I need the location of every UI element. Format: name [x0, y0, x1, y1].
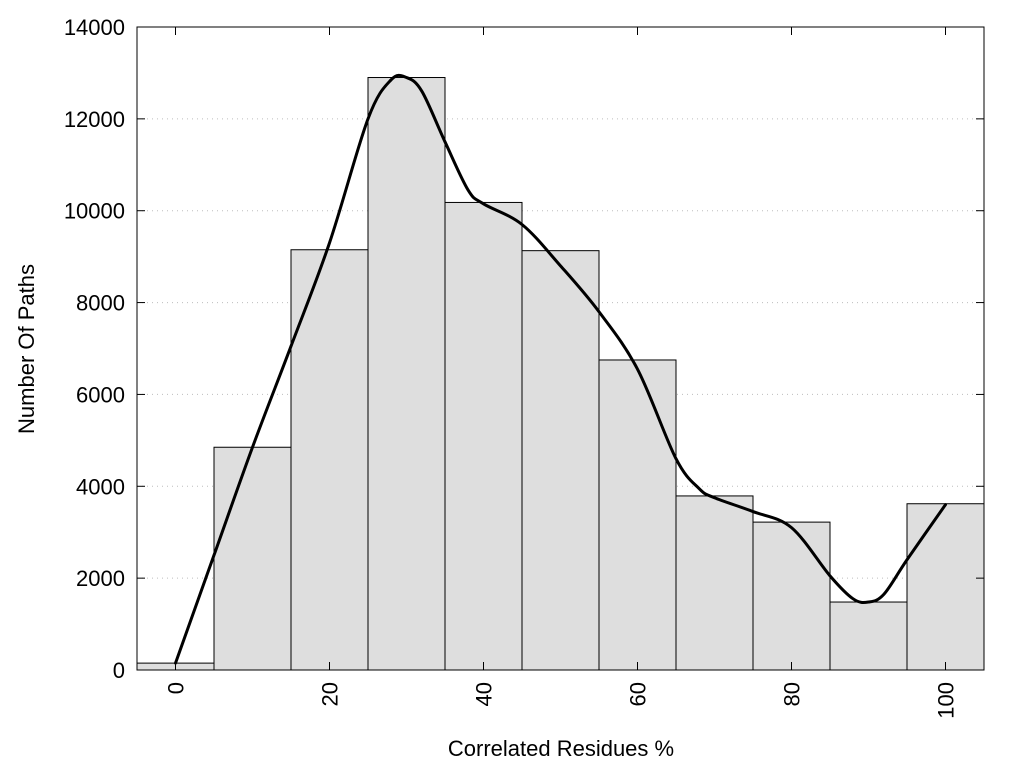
bar-80 — [752, 521, 831, 671]
y-tick-label-8000: 8000 — [76, 291, 125, 316]
bar-40 — [444, 201, 523, 671]
y-tick-label-12000: 12000 — [64, 107, 125, 132]
y-tick-label-0: 0 — [113, 658, 125, 683]
plot-frame — [136, 26, 985, 671]
x-axis-title: Correlated Residues % — [448, 736, 674, 761]
bar-50 — [521, 250, 600, 671]
y-tick-label-6000: 6000 — [76, 382, 125, 407]
grid-lines — [137, 118, 984, 579]
x-tick-label-0: 0 — [164, 682, 189, 694]
y-tick-label-2000: 2000 — [76, 566, 125, 591]
y-axis: 0 2000 4000 6000 8000 10000 12000 14000 — [64, 15, 984, 683]
y-tick-label-14000: 14000 — [64, 15, 125, 40]
x-tick-label-100: 100 — [934, 682, 959, 719]
bar-10 — [213, 446, 292, 671]
bar-20 — [290, 249, 369, 671]
bar-70 — [675, 495, 754, 671]
smooth-curve — [174, 73, 947, 665]
y-tick-label-10000: 10000 — [64, 199, 125, 224]
x-tick-label-80: 80 — [780, 682, 805, 706]
x-axis: 0 20 40 60 80 100 — [164, 27, 959, 719]
x-tick-label-20: 20 — [318, 682, 343, 706]
density-curve — [174, 73, 947, 665]
x-tick-label-40: 40 — [472, 682, 497, 706]
y-axis-title: Number Of Paths — [14, 264, 39, 434]
bars — [136, 77, 985, 671]
bar-100 — [906, 503, 985, 671]
y-tick-label-4000: 4000 — [76, 474, 125, 499]
bar-30 — [367, 77, 446, 671]
bar-60 — [598, 359, 677, 671]
x-tick-label-60: 60 — [626, 682, 651, 706]
bar-90 — [829, 601, 908, 671]
